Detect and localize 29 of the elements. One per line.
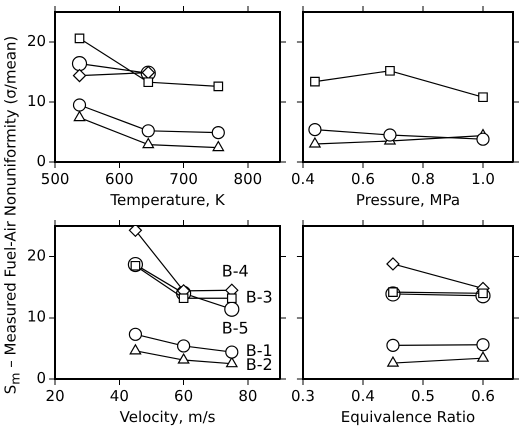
x-axis-title: Equivalence Ratio bbox=[340, 408, 476, 426]
x-tick-label: 800 bbox=[234, 170, 262, 188]
series-label: B-3 bbox=[246, 287, 273, 306]
y-tick-label: 10 bbox=[26, 92, 46, 110]
x-tick-label: 80 bbox=[238, 386, 258, 405]
x-tick-label: 40 bbox=[110, 386, 129, 405]
y-tick-label: 0 bbox=[36, 368, 46, 387]
series-label: B-2 bbox=[246, 354, 273, 374]
x-tick-label: 1.0 bbox=[471, 170, 495, 188]
x-tick-label: 0.6 bbox=[471, 386, 495, 405]
x-tick-label: 0.5 bbox=[411, 386, 435, 405]
x-axis-title: Velocity, m/s bbox=[120, 408, 216, 426]
x-tick-label: 500 bbox=[40, 170, 70, 188]
x-tick-label: 0.4 bbox=[291, 170, 315, 188]
x-tick-label: 0.8 bbox=[411, 170, 435, 188]
x-tick-label: 60 bbox=[174, 386, 194, 405]
y-tick-label: 20 bbox=[26, 246, 46, 264]
x-tick-label: 0.3 bbox=[291, 386, 315, 405]
y-tick-label: 10 bbox=[26, 308, 46, 326]
legend-label: B-5 bbox=[222, 318, 249, 338]
x-tick-label: 0.4 bbox=[351, 386, 375, 405]
x-tick-label: 700 bbox=[169, 170, 198, 188]
x-tick-label: 600 bbox=[105, 170, 134, 188]
y-tick-label: 20 bbox=[26, 32, 46, 50]
x-tick-label: 0.6 bbox=[351, 170, 375, 188]
x-axis-title: Pressure, MPa bbox=[356, 190, 460, 209]
y-tick-label: 0 bbox=[36, 152, 46, 170]
series-label: B-4 bbox=[222, 261, 249, 280]
x-axis-title: Temperature, K bbox=[109, 190, 226, 209]
